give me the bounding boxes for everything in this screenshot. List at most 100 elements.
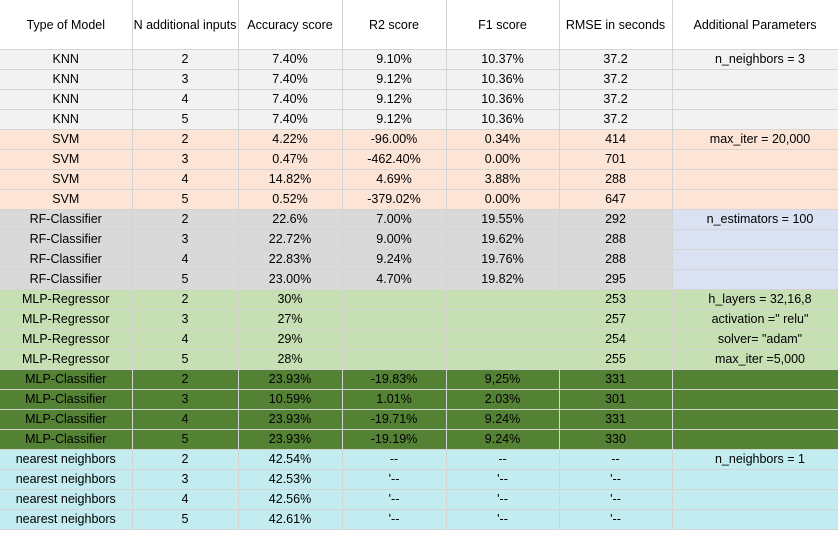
r2-cell[interactable]: 7.00% (342, 209, 447, 230)
accuracy-cell[interactable]: 7.40% (238, 109, 343, 130)
rmse-cell[interactable]: 331 (559, 369, 673, 390)
n-inputs-cell[interactable]: 2 (132, 209, 239, 230)
model-type-cell[interactable]: KNN (0, 69, 133, 90)
f1-cell[interactable]: 0.34% (446, 129, 560, 150)
accuracy-cell[interactable]: 29% (238, 329, 343, 350)
r2-cell[interactable]: '-- (342, 469, 447, 490)
r2-cell[interactable]: 9.24% (342, 249, 447, 270)
parameters-cell[interactable]: activation =" relu" (672, 309, 838, 330)
header-f1-score[interactable]: F1 score (446, 0, 560, 50)
n-inputs-cell[interactable]: 4 (132, 489, 239, 510)
rmse-cell[interactable]: 292 (559, 209, 673, 230)
r2-cell[interactable]: 4.69% (342, 169, 447, 190)
model-type-cell[interactable]: SVM (0, 129, 133, 150)
model-type-cell[interactable]: MLP-Classifier (0, 369, 133, 390)
rmse-cell[interactable]: 257 (559, 309, 673, 330)
model-type-cell[interactable]: KNN (0, 49, 133, 70)
n-inputs-cell[interactable]: 4 (132, 89, 239, 110)
f1-cell[interactable]: 19.76% (446, 249, 560, 270)
accuracy-cell[interactable]: 42.54% (238, 449, 343, 470)
parameters-cell[interactable] (672, 169, 838, 190)
accuracy-cell[interactable]: 28% (238, 349, 343, 370)
accuracy-cell[interactable]: 42.53% (238, 469, 343, 490)
f1-cell[interactable] (446, 309, 560, 330)
n-inputs-cell[interactable]: 5 (132, 189, 239, 210)
n-inputs-cell[interactable]: 2 (132, 369, 239, 390)
r2-cell[interactable]: -- (342, 449, 447, 470)
f1-cell[interactable]: '-- (446, 469, 560, 490)
accuracy-cell[interactable]: 30% (238, 289, 343, 310)
accuracy-cell[interactable]: 0.52% (238, 189, 343, 210)
f1-cell[interactable]: 10.36% (446, 69, 560, 90)
parameters-cell[interactable]: max_iter = 20,000 (672, 129, 838, 150)
model-type-cell[interactable]: nearest neighbors (0, 509, 133, 530)
n-inputs-cell[interactable]: 4 (132, 249, 239, 270)
model-type-cell[interactable]: MLP-Regressor (0, 329, 133, 350)
n-inputs-cell[interactable]: 2 (132, 49, 239, 70)
parameters-cell[interactable] (672, 229, 838, 250)
n-inputs-cell[interactable]: 3 (132, 469, 239, 490)
accuracy-cell[interactable]: 7.40% (238, 49, 343, 70)
r2-cell[interactable]: 4.70% (342, 269, 447, 290)
r2-cell[interactable]: -462.40% (342, 149, 447, 170)
accuracy-cell[interactable]: 14.82% (238, 169, 343, 190)
r2-cell[interactable]: -19.19% (342, 429, 447, 450)
n-inputs-cell[interactable]: 4 (132, 329, 239, 350)
f1-cell[interactable]: 0.00% (446, 149, 560, 170)
parameters-cell[interactable] (672, 189, 838, 210)
rmse-cell[interactable]: 253 (559, 289, 673, 310)
rmse-cell[interactable]: 330 (559, 429, 673, 450)
n-inputs-cell[interactable]: 5 (132, 349, 239, 370)
accuracy-cell[interactable]: 0.47% (238, 149, 343, 170)
model-type-cell[interactable]: nearest neighbors (0, 489, 133, 510)
rmse-cell[interactable]: 37.2 (559, 89, 673, 110)
f1-cell[interactable]: 19.62% (446, 229, 560, 250)
accuracy-cell[interactable]: 22.83% (238, 249, 343, 270)
model-type-cell[interactable]: SVM (0, 169, 133, 190)
r2-cell[interactable]: 9.12% (342, 89, 447, 110)
n-inputs-cell[interactable]: 5 (132, 509, 239, 530)
f1-cell[interactable]: '-- (446, 509, 560, 530)
model-type-cell[interactable]: RF-Classifier (0, 229, 133, 250)
f1-cell[interactable] (446, 289, 560, 310)
rmse-cell[interactable]: 414 (559, 129, 673, 150)
r2-cell[interactable]: 9.10% (342, 49, 447, 70)
f1-cell[interactable] (446, 349, 560, 370)
parameters-cell[interactable]: n_neighbors = 3 (672, 49, 838, 70)
f1-cell[interactable]: 19.55% (446, 209, 560, 230)
n-inputs-cell[interactable]: 2 (132, 129, 239, 150)
f1-cell[interactable] (446, 329, 560, 350)
accuracy-cell[interactable]: 42.56% (238, 489, 343, 510)
f1-cell[interactable]: 2.03% (446, 389, 560, 410)
f1-cell[interactable]: 0.00% (446, 189, 560, 210)
f1-cell[interactable]: 9.24% (446, 429, 560, 450)
parameters-cell[interactable] (672, 149, 838, 170)
rmse-cell[interactable]: 701 (559, 149, 673, 170)
parameters-cell[interactable] (672, 469, 838, 490)
n-inputs-cell[interactable]: 3 (132, 309, 239, 330)
r2-cell[interactable]: -19.83% (342, 369, 447, 390)
r2-cell[interactable]: 9.00% (342, 229, 447, 250)
rmse-cell[interactable]: -- (559, 449, 673, 470)
n-inputs-cell[interactable]: 3 (132, 389, 239, 410)
accuracy-cell[interactable]: 22.6% (238, 209, 343, 230)
header-accuracy-score[interactable]: Accuracy score (238, 0, 343, 50)
r2-cell[interactable]: '-- (342, 489, 447, 510)
rmse-cell[interactable]: 254 (559, 329, 673, 350)
parameters-cell[interactable] (672, 69, 838, 90)
rmse-cell[interactable]: '-- (559, 509, 673, 530)
n-inputs-cell[interactable]: 3 (132, 149, 239, 170)
model-type-cell[interactable]: SVM (0, 149, 133, 170)
model-type-cell[interactable]: SVM (0, 189, 133, 210)
r2-cell[interactable]: -379.02% (342, 189, 447, 210)
accuracy-cell[interactable]: 10.59% (238, 389, 343, 410)
accuracy-cell[interactable]: 23.93% (238, 429, 343, 450)
accuracy-cell[interactable]: 22.72% (238, 229, 343, 250)
parameters-cell[interactable] (672, 369, 838, 390)
header-additional-parameters[interactable]: Additional Parameters (672, 0, 838, 50)
r2-cell[interactable]: 9.12% (342, 109, 447, 130)
model-type-cell[interactable]: MLP-Classifier (0, 409, 133, 430)
parameters-cell[interactable] (672, 89, 838, 110)
parameters-cell[interactable]: n_neighbors = 1 (672, 449, 838, 470)
model-type-cell[interactable]: RF-Classifier (0, 209, 133, 230)
